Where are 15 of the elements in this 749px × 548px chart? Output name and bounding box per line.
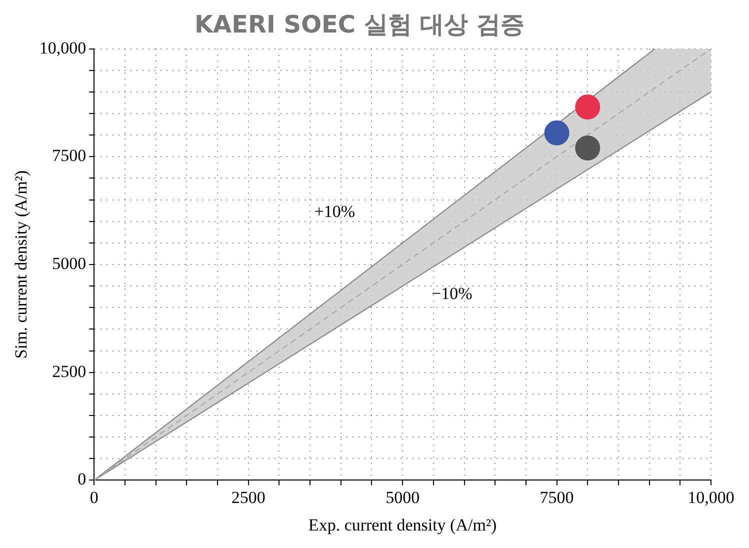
x-tick-label: 2500 <box>231 488 266 507</box>
x-tick-label: 5000 <box>386 488 420 507</box>
chart-title: KAERI SOEC 실험 대상 검증 <box>194 10 525 39</box>
annotation: +10% <box>314 202 356 222</box>
y-tick-label: 5000 <box>52 254 86 273</box>
annotation: −10% <box>432 284 472 304</box>
x-axis-title: Exp. current density (A/m²) <box>308 515 497 534</box>
x-tick-label: 10,000 <box>688 488 734 507</box>
y-tick-label: 10,000 <box>39 38 86 58</box>
y-tick-label: 2500 <box>52 362 86 381</box>
y-axis-title: Sim. current density (A/m²) <box>12 170 31 359</box>
x-tick-label: 7500 <box>540 488 574 507</box>
x-tick-label: 0 <box>90 488 98 507</box>
y-tick-label: 7500 <box>52 146 86 166</box>
y-tick-label: 0 <box>78 470 86 489</box>
